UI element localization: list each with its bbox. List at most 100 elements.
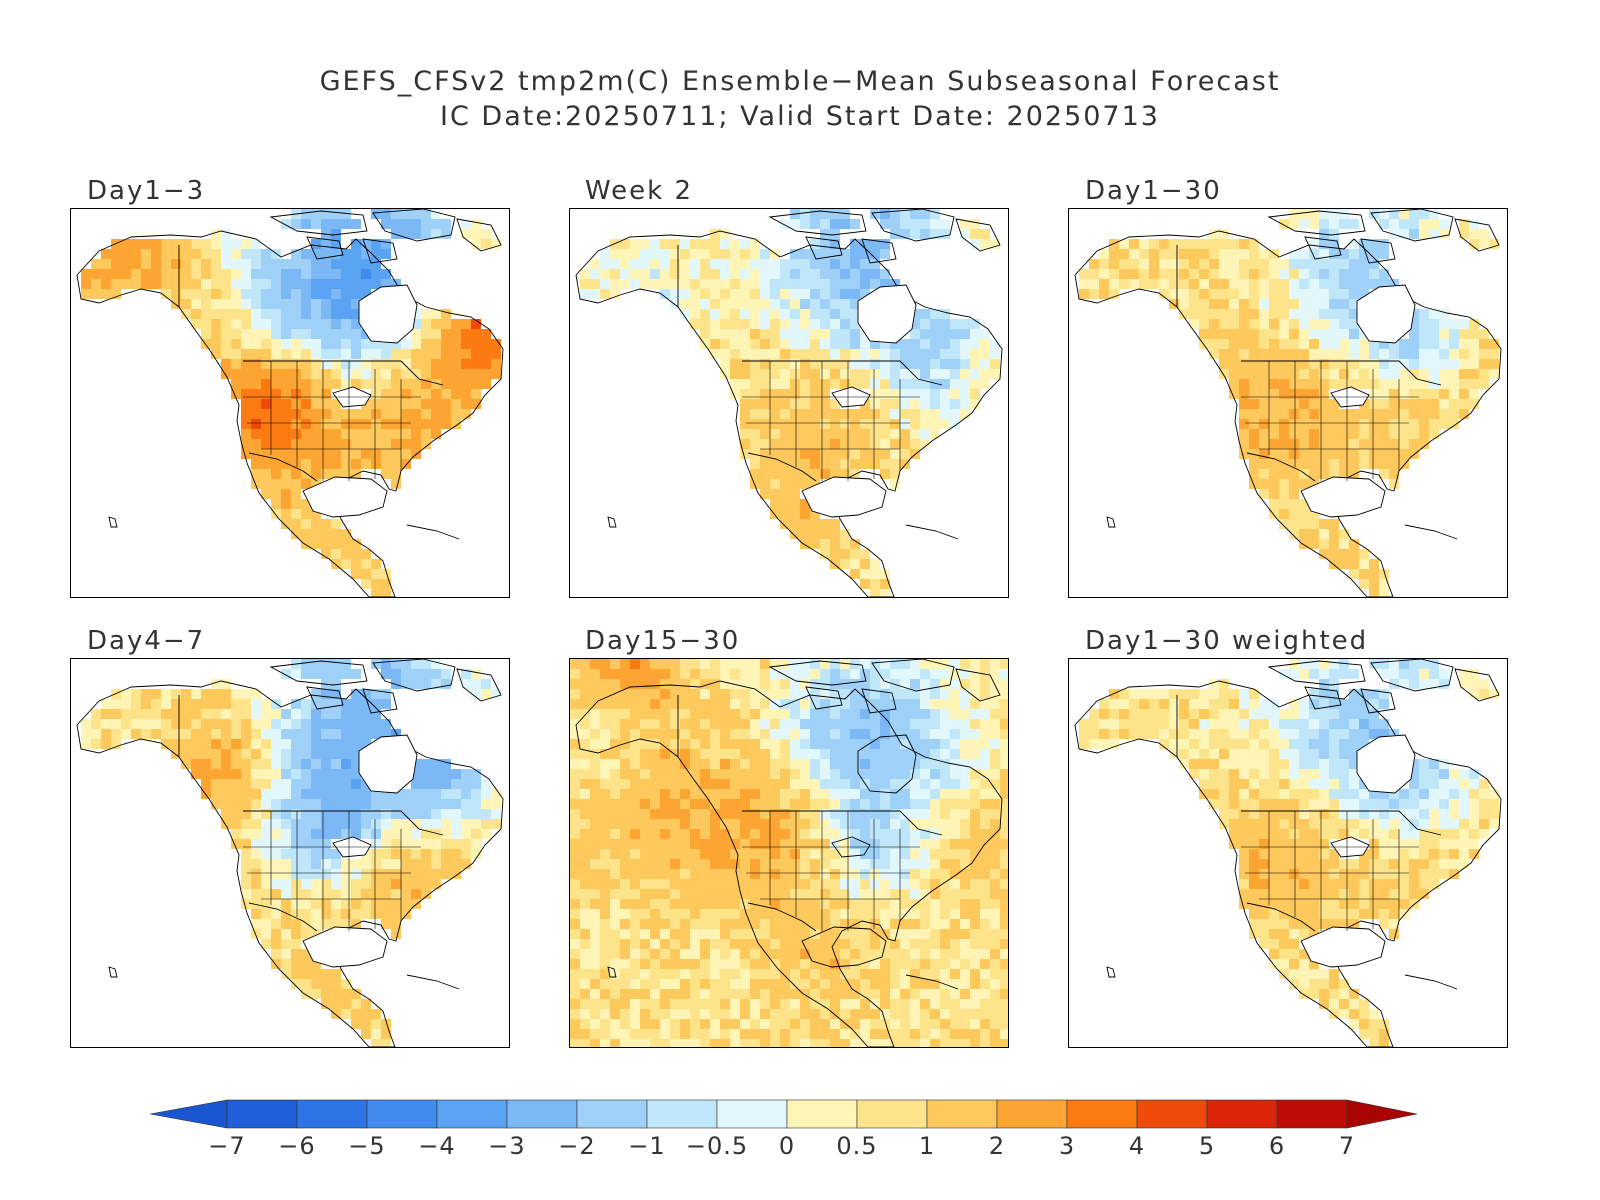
grid-cell [341,279,351,289]
grid-cell [690,259,700,269]
grid-cell [331,809,341,819]
grid-cell [371,1029,381,1039]
grid-cell [870,659,880,669]
grid-cell [1349,289,1359,299]
grid-cell [181,289,191,299]
grid-cell [780,789,790,799]
grid-cell [690,979,700,989]
grid-cell [1000,949,1008,959]
grid-cell [810,449,820,459]
grid-cell [241,259,251,269]
grid-cell [411,229,421,239]
grid-cell [1289,749,1299,759]
grid-cell [710,699,720,709]
grid-cell [211,329,221,339]
grid-cell [980,709,990,719]
grid-cell [980,659,990,669]
grid-cell [850,719,860,729]
grid-cell [441,389,451,399]
grid-cell [1439,779,1449,789]
grid-cell [1339,459,1349,469]
grid-cell [241,829,251,839]
grid-cell [830,899,840,909]
grid-cell [870,789,880,799]
grid-cell [1409,309,1419,319]
grid-cell [900,229,910,239]
grid-cell [1000,809,1008,819]
grid-cell [1479,779,1489,789]
grid-cell [990,729,1000,739]
grid-cell [121,279,131,289]
grid-cell [371,889,381,899]
grid-cell [271,479,281,489]
grid-cell [461,819,471,829]
grid-cell [850,749,860,759]
grid-cell [311,439,321,449]
grid-cell [580,679,590,689]
grid-cell [361,349,371,359]
grid-cell [1149,729,1159,739]
grid-cell [760,1029,770,1039]
grid-cell [940,339,950,349]
grid-cell [1129,259,1139,269]
grid-cell [1259,709,1269,719]
grid-cell [640,769,650,779]
grid-cell [221,749,231,759]
grid-cell [1239,819,1249,829]
grid-cell [850,889,860,899]
grid-cell [1379,669,1389,679]
grid-cell [211,339,221,349]
grid-cell [740,829,750,839]
grid-cell [940,669,950,679]
grid-cell [181,299,191,309]
grid-cell [221,329,231,339]
grid-cell [251,459,261,469]
grid-cell [920,229,930,239]
grid-cell [710,329,720,339]
grid-cell [630,269,640,279]
grid-cell [840,469,850,479]
grid-cell [830,689,840,699]
grid-cell [700,249,710,259]
grid-cell [760,989,770,999]
grid-cell [910,429,920,439]
grid-cell [321,879,331,889]
grid-cell [421,359,431,369]
grid-cell [820,859,830,869]
grid-cell [780,409,790,419]
grid-cell [321,409,331,419]
grid-cell [740,929,750,939]
grid-cell [820,689,830,699]
grid-cell [890,1009,900,1019]
grid-cell [830,459,840,469]
grid-cell [710,819,720,829]
us-canada-border [1241,360,1442,386]
grid-cell [730,259,740,269]
grid-cell [800,929,810,939]
grid-cell [171,689,181,699]
grid-cell [1259,729,1269,739]
grid-cell [341,249,351,259]
grid-cell [161,739,171,749]
grid-cell [301,849,311,859]
grid-cell [810,269,820,279]
grid-cell [940,719,950,729]
grid-cell [1309,699,1319,709]
grid-cell [1349,379,1359,389]
grid-cell [1359,239,1369,249]
grid-cell [1299,819,1309,829]
grid-cell [780,879,790,889]
grid-cell [431,419,441,429]
grid-cell [81,289,91,299]
grid-cell [810,469,820,479]
grid-cell [361,1029,371,1039]
grid-cell [1109,279,1119,289]
grid-cell [271,419,281,429]
grid-cell [281,829,291,839]
grid-cell [461,339,471,349]
grid-cell [461,319,471,329]
grid-cell [620,249,630,259]
grid-cell [1229,289,1239,299]
grid-cell [910,659,920,669]
grid-cell [990,909,1000,919]
